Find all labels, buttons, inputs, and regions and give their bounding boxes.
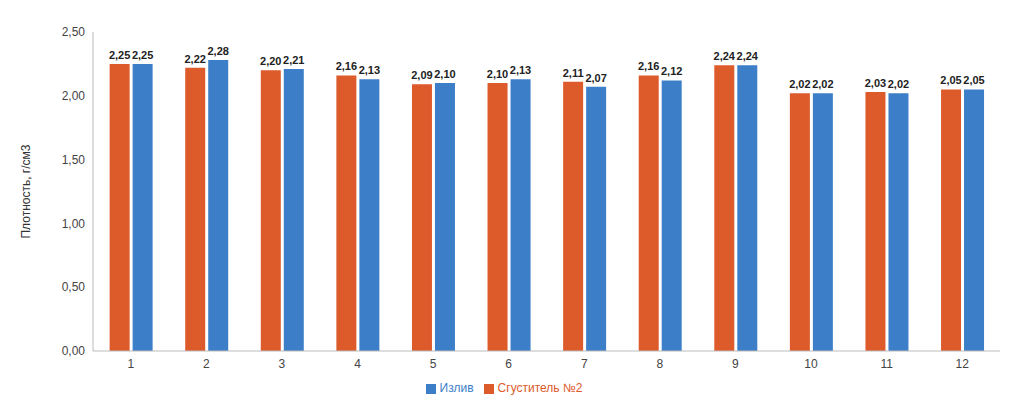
svg-text:2,03: 2,03 <box>865 77 886 89</box>
svg-text:2,11: 2,11 <box>563 67 584 79</box>
svg-text:2,20: 2,20 <box>260 55 281 67</box>
svg-text:2,02: 2,02 <box>789 78 810 90</box>
svg-text:10: 10 <box>804 357 818 371</box>
svg-text:2,05: 2,05 <box>940 74 961 86</box>
svg-text:2,50: 2,50 <box>62 25 86 39</box>
svg-text:5: 5 <box>430 357 437 371</box>
svg-text:8: 8 <box>657 357 664 371</box>
svg-text:2,24: 2,24 <box>737 50 759 62</box>
svg-text:2,25: 2,25 <box>109 49 130 61</box>
svg-text:9: 9 <box>732 357 739 371</box>
svg-text:12: 12 <box>956 357 970 371</box>
svg-text:0,50: 0,50 <box>62 280 86 294</box>
html-text:Сгуститель №2: Сгуститель №2 <box>497 381 583 395</box>
svg-text:2,13: 2,13 <box>359 64 380 76</box>
svg-text:2,16: 2,16 <box>336 60 357 72</box>
svg-text:2,00: 2,00 <box>62 89 86 103</box>
svg-text:1,50: 1,50 <box>62 153 86 167</box>
svg-text:2: 2 <box>203 357 210 371</box>
svg-text:11: 11 <box>880 357 893 371</box>
svg-text:1,00: 1,00 <box>62 217 86 231</box>
svg-text:2,12: 2,12 <box>661 65 682 77</box>
svg-text:2,02: 2,02 <box>812 78 833 90</box>
svg-text:1: 1 <box>127 357 134 371</box>
svg-text:2,16: 2,16 <box>638 60 659 72</box>
svg-text:2,25: 2,25 <box>132 49 153 61</box>
svg-text:2,24: 2,24 <box>714 50 736 62</box>
svg-text:2,10: 2,10 <box>434 68 455 80</box>
html-text:Излив: Излив <box>439 381 474 395</box>
svg-text:7: 7 <box>581 357 588 371</box>
svg-text:6: 6 <box>505 357 512 371</box>
svg-text:2,22: 2,22 <box>185 53 206 65</box>
svg-text:2,07: 2,07 <box>585 72 606 84</box>
svg-text:2,13: 2,13 <box>510 64 531 76</box>
svg-text:2,02: 2,02 <box>888 78 909 90</box>
svg-text:4: 4 <box>354 357 361 371</box>
svg-text:2,10: 2,10 <box>487 68 508 80</box>
svg-text:3: 3 <box>279 357 286 371</box>
svg-text:2,28: 2,28 <box>208 45 229 57</box>
svg-text:2,09: 2,09 <box>411 69 432 81</box>
svg-text:0,00: 0,00 <box>62 344 86 358</box>
svg-text:Плотность, г/см3: Плотность, г/см3 <box>19 144 33 238</box>
svg-text:2,05: 2,05 <box>963 74 984 86</box>
svg-text:2,21: 2,21 <box>283 54 304 66</box>
